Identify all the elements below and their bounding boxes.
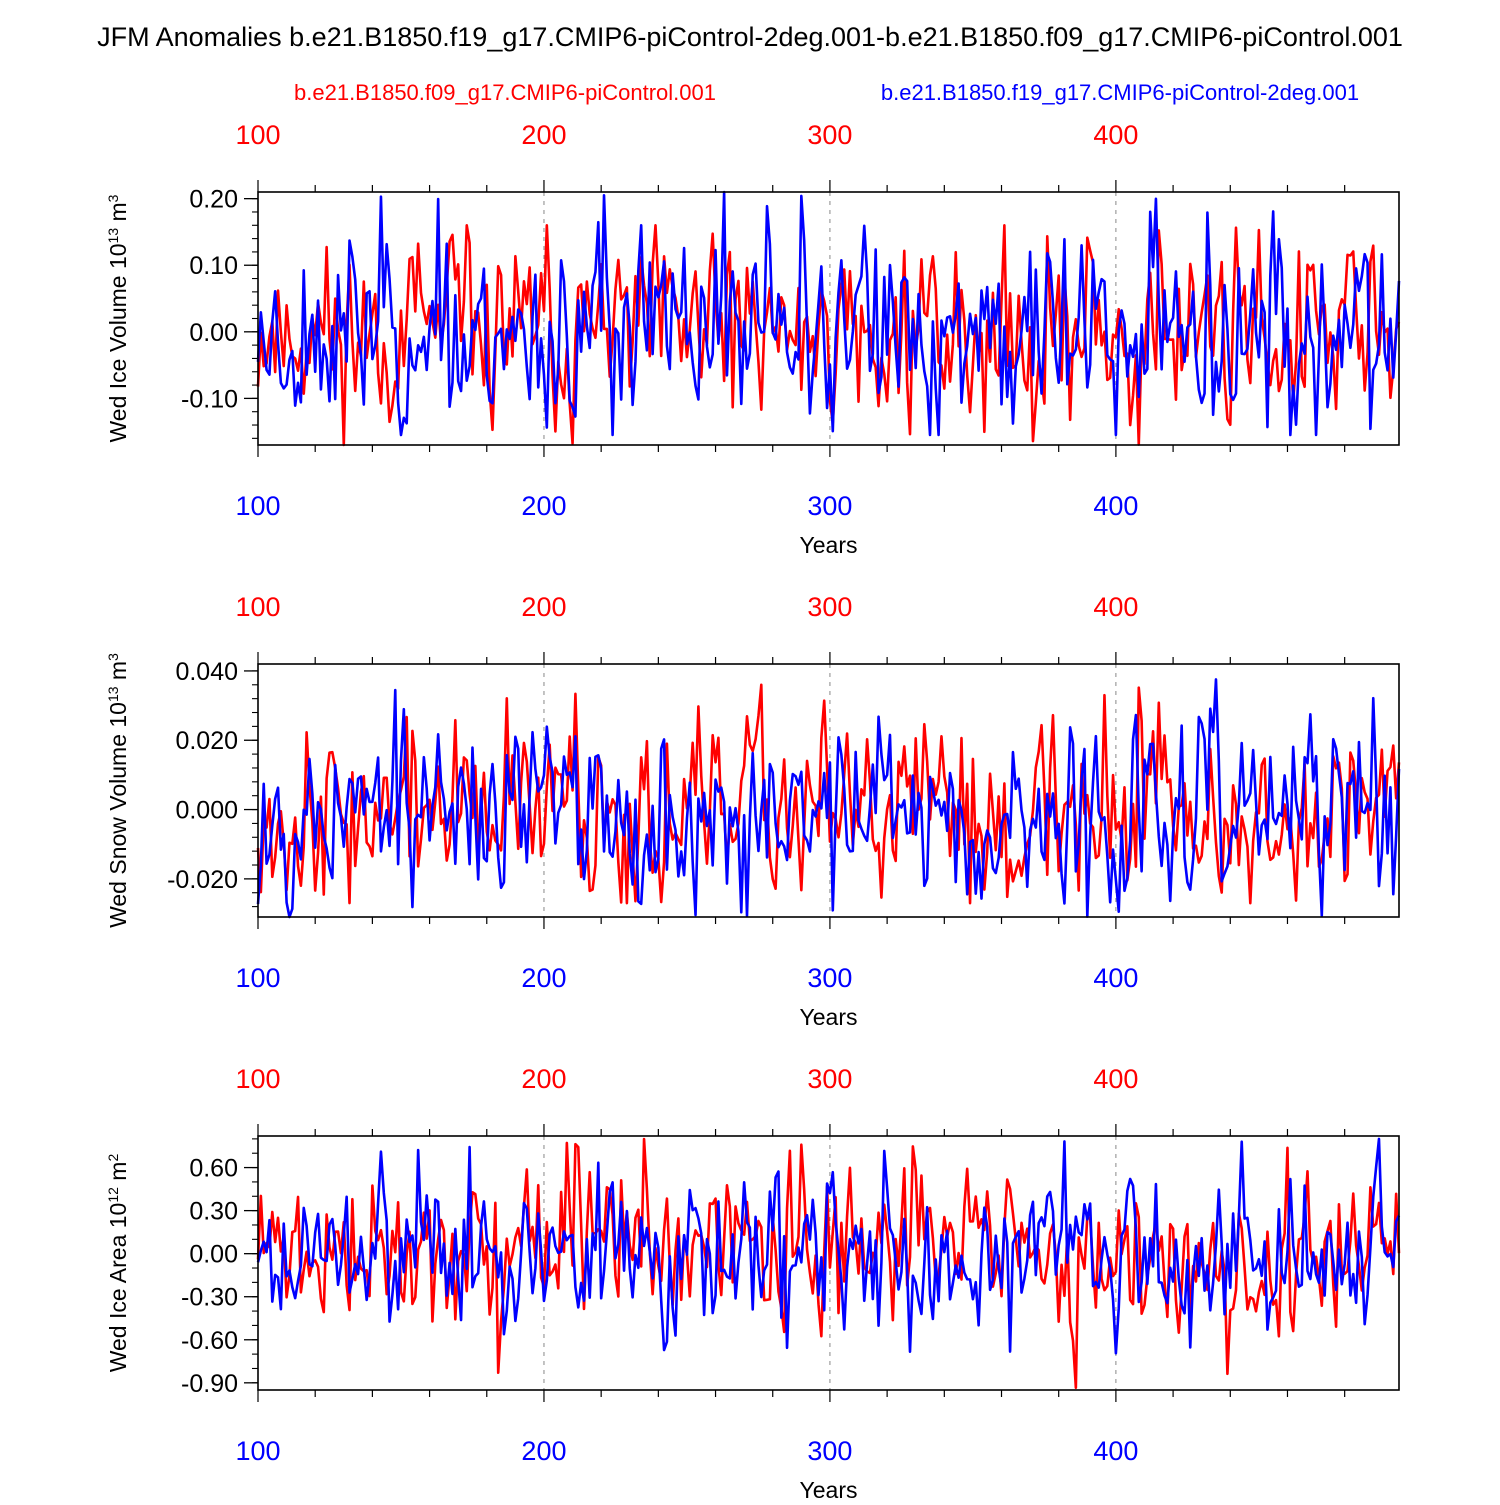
- y-tick-label: -0.60: [181, 1327, 238, 1355]
- y-tick-label: 0.040: [175, 658, 238, 686]
- x-tick-label-bottom: 100: [235, 963, 280, 993]
- x-tick-label-bottom: 200: [521, 1436, 566, 1466]
- chart-title: JFM Anomalies b.e21.B1850.f19_g17.CMIP6-…: [97, 22, 1403, 52]
- y-tick-label: -0.020: [167, 866, 238, 894]
- plot-frame: [257, 663, 1400, 918]
- panel-3: -0.90 -0.60 -0.30 0.00 0.30 0.60 100 200 300 400 1…: [105, 1064, 1401, 1503]
- panel-2: -0.020 0.000 0.020 0.040 100 200 300 400 100 200 3…: [105, 592, 1401, 1030]
- x-tick-label-top: 200: [521, 120, 566, 150]
- series-line-blue: [256, 678, 1401, 919]
- x-tick-label-top: 300: [807, 592, 852, 622]
- x-tick-label-bottom: 200: [521, 963, 566, 993]
- y-tick-label: 0.30: [189, 1198, 238, 1226]
- x-tick-label-bottom: 400: [1093, 963, 1138, 993]
- x-tick-label-top: 400: [1093, 592, 1138, 622]
- y-tick-label: 0.00: [189, 1241, 238, 1269]
- legend-red-case: b.e21.B1850.f09_g17.CMIP6-piControl.001: [294, 80, 716, 105]
- y-tick-label: 0.10: [189, 252, 238, 280]
- y-axis-label: Wed Ice Volume 1013 m3: [105, 194, 131, 442]
- x-tick-label-top: 200: [521, 592, 566, 622]
- x-tick-label-bottom: 400: [1093, 491, 1138, 521]
- x-tick-label-top: 200: [521, 1064, 566, 1094]
- x-tick-label-top: 400: [1093, 120, 1138, 150]
- x-tick-label-bottom: 200: [521, 491, 566, 521]
- y-tick-label: -0.30: [181, 1284, 238, 1312]
- legend-blue-case: b.e21.B1850.f19_g17.CMIP6-piControl-2deg…: [881, 80, 1359, 105]
- x-tick-label-bottom: 300: [807, 1436, 852, 1466]
- y-tick-label: 0.000: [175, 797, 238, 825]
- x-tick-label-bottom: 100: [235, 491, 280, 521]
- x-tick-label-top: 400: [1093, 1064, 1138, 1094]
- x-axis-label: Years: [800, 532, 858, 558]
- x-tick-label-top: 100: [235, 1064, 280, 1094]
- x-axis-label: Years: [800, 1477, 858, 1500]
- x-tick-label-bottom: 300: [807, 491, 852, 521]
- panels-group: -0.10 0.00 0.10 0.20 100 200 300 400 100 200 300 40…: [105, 120, 1401, 1503]
- y-tick-label: 0.020: [175, 727, 238, 755]
- y-tick-label: -0.90: [181, 1370, 238, 1398]
- x-axis-label: Years: [800, 1004, 858, 1030]
- y-axis-label: Wed Ice Area 1012 m2: [105, 1154, 131, 1373]
- x-tick-label-bottom: 400: [1093, 1436, 1138, 1466]
- panel-1: -0.10 0.00 0.10 0.20 100 200 300 400 100 200 300 40…: [105, 120, 1401, 558]
- plot-frame: [257, 1135, 1400, 1391]
- x-tick-label-top: 300: [807, 120, 852, 150]
- y-tick-label: 0.00: [189, 319, 238, 347]
- x-tick-label-top: 100: [235, 592, 280, 622]
- x-tick-label-top: 300: [807, 1064, 852, 1094]
- x-tick-label-bottom: 100: [235, 1436, 280, 1466]
- y-tick-label: 0.60: [189, 1155, 238, 1183]
- x-tick-label-bottom: 300: [807, 963, 852, 993]
- y-axis-label: Wed Snow Volume 1013 m3: [105, 653, 131, 928]
- y-tick-label: -0.10: [181, 385, 238, 413]
- series-line-blue: [256, 190, 1401, 437]
- x-tick-label-top: 100: [235, 120, 280, 150]
- y-tick-label: 0.20: [189, 186, 238, 214]
- series-line-blue: [256, 1137, 1401, 1355]
